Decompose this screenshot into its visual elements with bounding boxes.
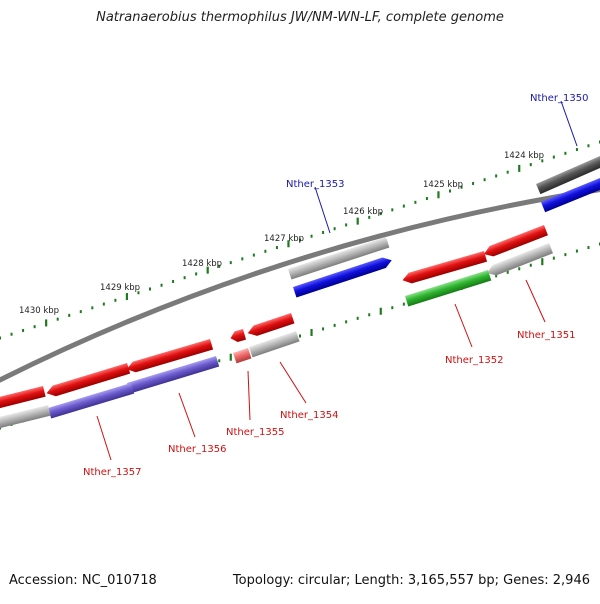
gene-label[interactable]: Nther_1356 xyxy=(168,444,226,455)
gene-label[interactable]: Nther_1352 xyxy=(445,355,503,366)
feature-nther-1357-purple[interactable] xyxy=(48,383,135,419)
feature-nther-1353-blue[interactable] xyxy=(293,255,393,298)
gene-leader-line xyxy=(96,415,112,461)
feature-nther-1351-red[interactable] xyxy=(482,224,548,259)
feature-nther-1354-gray[interactable] xyxy=(249,330,300,358)
tick-label: 1427 kbp xyxy=(264,234,304,244)
gene-label[interactable]: Nther_1350 xyxy=(530,93,588,104)
feature-nther-1350-blue[interactable] xyxy=(541,177,600,213)
genome-summary-text: Topology: circular; Length: 3,165,557 bp… xyxy=(232,573,590,588)
tick-label: 1430 kbp xyxy=(19,306,59,316)
gene-leader-line xyxy=(525,279,546,323)
gene-leader-line xyxy=(560,100,578,147)
tick-label: 1426 kbp xyxy=(343,207,383,217)
gene-label[interactable]: Nther_1355 xyxy=(226,427,284,438)
feature-nther-1354-red[interactable] xyxy=(246,312,295,338)
gene-leader-line xyxy=(178,392,196,438)
feature-nther-1353-gray[interactable] xyxy=(288,237,390,280)
feature-nther-1355-red[interactable] xyxy=(229,329,247,344)
feature-nther-1357-red[interactable] xyxy=(45,363,131,399)
tick-label: 1425 kbp xyxy=(423,180,463,190)
feature-nther-1350-dark[interactable] xyxy=(536,155,600,195)
gene-leader-line xyxy=(314,186,331,234)
gene-label[interactable]: Nther_1353 xyxy=(286,179,344,190)
tick-label: 1424 kbp xyxy=(504,151,544,161)
feature-extra-red[interactable] xyxy=(0,385,46,409)
gene-labels: Nther_1350 Nther_1351 Nther_1352 Nther_1353… xyxy=(83,93,588,478)
accession-text: Accession: NC_010718 xyxy=(9,573,157,588)
gene-label[interactable]: Nther_1354 xyxy=(280,410,338,421)
feature-nther-1356-purple[interactable] xyxy=(127,355,220,394)
tick-label: 1429 kbp xyxy=(100,283,140,293)
feature-nther-1355-pink[interactable] xyxy=(233,347,252,364)
feature-track xyxy=(0,155,600,429)
gene-label[interactable]: Nther_1357 xyxy=(83,467,141,478)
feature-nther-1352-red[interactable] xyxy=(401,251,488,286)
gene-leader-line xyxy=(279,361,307,404)
gene-leader-line xyxy=(247,370,251,421)
genome-backbone xyxy=(0,187,600,383)
feature-nther-1351-gray[interactable] xyxy=(485,243,554,278)
feature-nther-1352-green[interactable] xyxy=(405,270,492,307)
map-title: Natranaerobius thermophilus JW/NM-WN-LF,… xyxy=(96,10,504,25)
tick-label: 1428 kbp xyxy=(182,259,222,269)
gene-label[interactable]: Nther_1351 xyxy=(517,330,575,341)
feature-extra-gray[interactable] xyxy=(0,404,51,429)
gene-leader-line xyxy=(454,303,473,348)
feature-nther-1356-red[interactable] xyxy=(125,339,214,375)
